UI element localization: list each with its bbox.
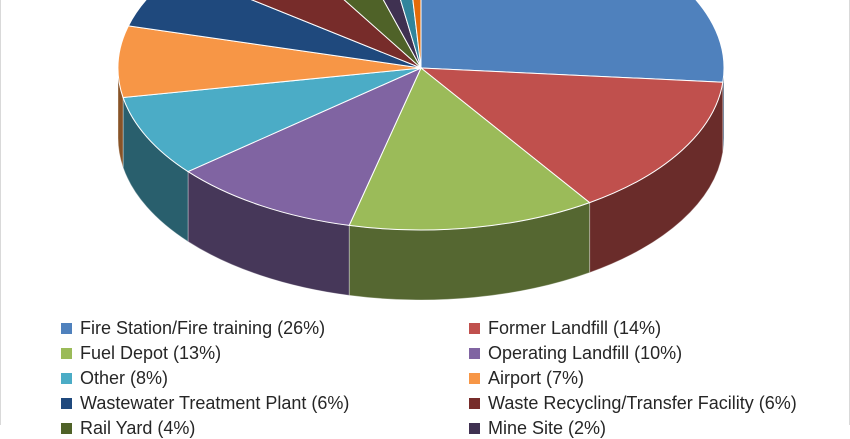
legend-label: Fire Station/Fire training (26%) xyxy=(80,318,326,338)
legend-swatch xyxy=(61,422,72,434)
legend-item-other: Other (8%) xyxy=(61,367,168,389)
legend-swatch xyxy=(61,347,72,359)
legend-label: Rail Yard (4%) xyxy=(80,418,196,438)
pie-slice-fire-station-fire-training xyxy=(420,0,725,83)
legend-label: Other (8%) xyxy=(80,368,169,388)
legend-item-waste-recycling-transfer-facility: Waste Recycling/Transfer Facility (6%) xyxy=(469,392,797,414)
legend-item-former-landfill: Former Landfill (14%) xyxy=(469,317,661,339)
pie-slice-airport xyxy=(117,25,422,99)
pie-slice-other xyxy=(122,67,422,173)
pie-chart xyxy=(117,0,725,301)
legend-item-operating-landfill: Operating Landfill (10%) xyxy=(469,342,682,364)
pie-slice-mine-site xyxy=(382,0,422,69)
legend-swatch xyxy=(61,372,72,384)
pie-slice-operating-landfill xyxy=(186,67,423,226)
legend-item-fuel-depot: Fuel Depot (13%) xyxy=(61,342,221,364)
legend-swatch xyxy=(469,422,480,434)
legend-swatch xyxy=(469,347,480,359)
legend-swatch xyxy=(469,322,480,334)
legend-item-rail-yard: Rail Yard (4%) xyxy=(61,417,195,439)
legend-item-fire-station-fire-training: Fire Station/Fire training (26%) xyxy=(61,317,325,339)
legend-swatch xyxy=(469,372,480,384)
legend-label: Mine Site (2%) xyxy=(488,418,607,438)
legend-item-wastewater-treatment-plant: Wastewater Treatment Plant (6%) xyxy=(61,392,349,414)
legend-label: Waste Recycling/Transfer Facility (6%) xyxy=(488,393,797,413)
pie-slice-waste-recycling-transfer-facility xyxy=(250,0,422,69)
legend-swatch xyxy=(61,397,72,409)
legend-item-mine-site: Mine Site (2%) xyxy=(469,417,606,439)
legend-swatch xyxy=(61,322,72,334)
pie-slice-unlabeled-11 xyxy=(412,0,422,69)
pie-slice-wastewater-treatment-plant xyxy=(127,0,422,69)
legend-label: Fuel Depot (13%) xyxy=(80,343,222,363)
legend-label: Operating Landfill (10%) xyxy=(488,343,683,363)
legend-label: Airport (7%) xyxy=(488,368,585,388)
legend-swatch xyxy=(469,397,480,409)
legend-label: Former Landfill (14%) xyxy=(488,318,662,338)
pie-slice-rail-yard xyxy=(343,0,422,69)
pie-slice-unlabeled-10 xyxy=(400,0,422,69)
pie-slice-former-landfill xyxy=(419,67,724,204)
legend-label: Wastewater Treatment Plant (6%) xyxy=(80,393,350,413)
pie-slice-fuel-depot xyxy=(348,67,591,231)
legend-item-airport: Airport (7%) xyxy=(469,367,584,389)
